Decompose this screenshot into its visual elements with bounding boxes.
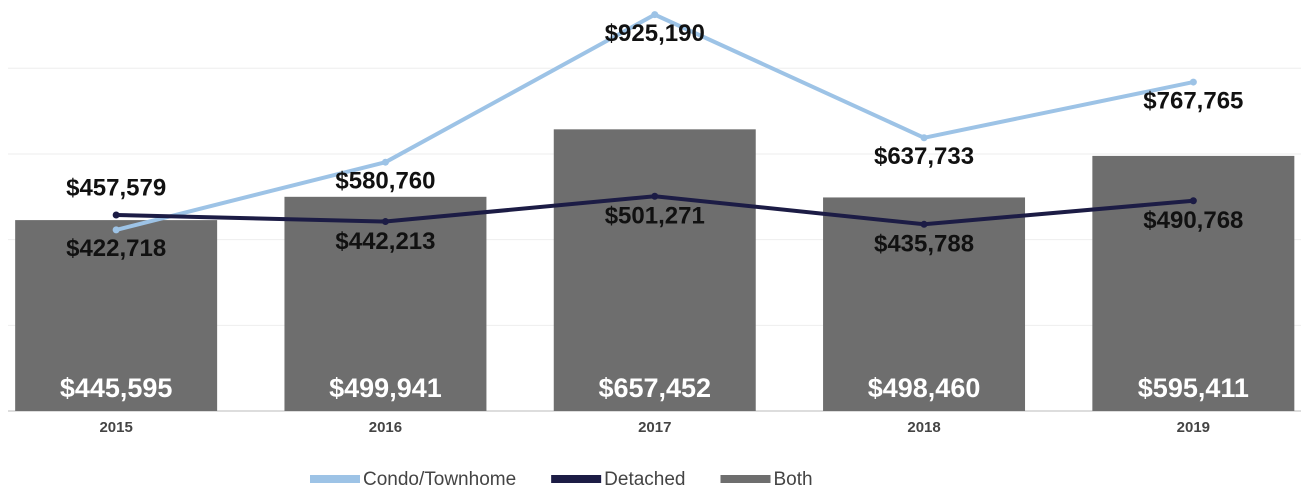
data-label: $580,760: [335, 168, 435, 195]
point: [381, 218, 389, 226]
point: [112, 226, 120, 234]
data-label: $490,768: [1143, 207, 1243, 234]
data-label: $442,213: [335, 228, 435, 255]
bar: [15, 220, 218, 411]
data-label: $637,733: [874, 143, 974, 170]
x-tick-label: 2017: [638, 419, 671, 436]
data-label: $767,765: [1143, 87, 1243, 114]
bar-label: $498,460: [868, 373, 981, 403]
point: [920, 134, 928, 142]
bar: [284, 196, 487, 411]
data-label: $501,271: [605, 203, 705, 230]
x-tick-label: 2018: [907, 419, 940, 436]
point: [1189, 78, 1197, 86]
bar: [823, 197, 1026, 411]
bar: [553, 129, 756, 411]
legend-swatch: [720, 475, 771, 483]
point: [651, 11, 659, 19]
bar-label: $657,452: [598, 373, 711, 403]
point: [381, 158, 389, 166]
point: [112, 211, 120, 219]
x-tick-label: 2015: [99, 419, 132, 436]
data-label: $422,718: [66, 235, 166, 262]
legend-swatch: [310, 475, 360, 483]
x-tick-label: 2016: [369, 419, 402, 436]
data-label: $457,579: [66, 174, 166, 201]
legend-label: Both: [774, 469, 813, 490]
bar-label: $499,941: [329, 373, 442, 403]
bar-label: $445,595: [60, 373, 173, 403]
legend-label: Condo/Townhome: [363, 469, 516, 490]
data-label: $435,788: [874, 231, 974, 258]
point: [920, 220, 928, 228]
x-tick-label: 2019: [1177, 419, 1210, 436]
bar-label: $595,411: [1138, 373, 1249, 403]
point: [651, 192, 659, 200]
legend-swatch: [551, 475, 602, 483]
point: [1189, 197, 1197, 205]
legend-label: Detached: [604, 469, 685, 490]
data-label: $925,190: [605, 20, 705, 47]
